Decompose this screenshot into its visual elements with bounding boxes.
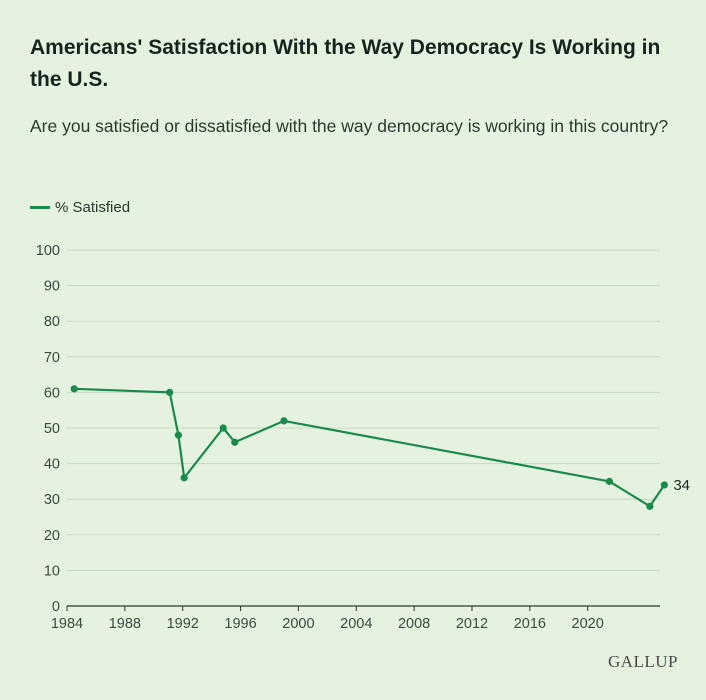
y-tick-label: 40 [44,457,60,473]
data-point [174,431,182,439]
y-tick-label: 10 [44,563,60,579]
x-tick-label: 2004 [340,616,372,632]
x-tick-label: 2020 [572,616,604,632]
legend: % Satisfied [30,197,130,217]
y-tick-label: 0 [52,599,60,615]
data-point [180,474,188,482]
x-tick-label: 1992 [167,616,199,632]
data-point [166,388,174,396]
data-point [660,481,668,489]
y-tick-label: 30 [44,492,60,508]
data-point [280,417,288,425]
y-tick-label: 90 [44,279,60,295]
y-tick-label: 80 [44,314,60,330]
x-tick-label: 1988 [109,616,141,632]
y-tick-label: 60 [44,385,60,401]
data-point [70,385,78,393]
chart-title: Americans' Satisfaction With the Way Dem… [30,36,661,91]
x-tick-label: 2016 [514,616,546,632]
data-point [231,438,239,446]
data-point [605,477,613,485]
x-tick-label: 1984 [51,616,83,632]
series-line-satisfied [74,387,666,508]
x-tick-label: 2012 [456,616,488,632]
legend-label: % Satisfied [55,198,131,216]
x-tick-label: 2000 [282,616,314,632]
y-tick-label: 20 [44,528,60,544]
y-tick-label: 50 [44,421,60,437]
gallup-logo: GALLUP [607,652,678,671]
chart-subtitle: Are you satisfied or dissatisfied with t… [30,116,669,136]
x-tick-label: 2008 [398,616,430,632]
y-tick-label: 100 [36,243,60,259]
x-tick-label: 1996 [224,616,256,632]
data-point [219,424,227,432]
data-point [646,502,654,510]
y-tick-label: 70 [44,350,60,366]
end-value-label: 34 [673,477,690,494]
legend-line-swatch [30,205,50,209]
